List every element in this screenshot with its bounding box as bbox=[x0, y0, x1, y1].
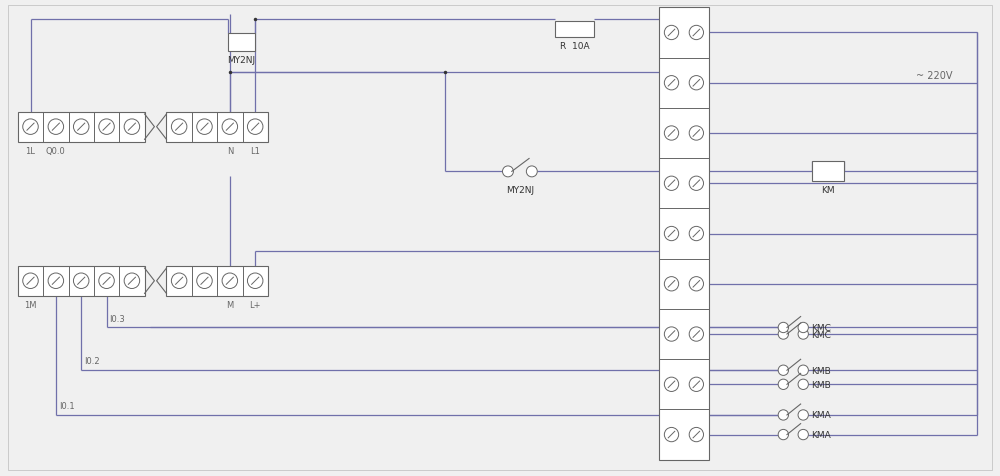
Bar bbox=[555, 22, 594, 38]
Circle shape bbox=[664, 26, 679, 40]
Text: KMB: KMB bbox=[811, 380, 831, 389]
Circle shape bbox=[798, 410, 808, 420]
Bar bbox=[166, 266, 268, 296]
Circle shape bbox=[73, 273, 89, 289]
Bar bbox=[166, 112, 268, 142]
Circle shape bbox=[689, 427, 704, 442]
Circle shape bbox=[171, 273, 187, 289]
Bar bbox=[18, 112, 145, 142]
Circle shape bbox=[664, 377, 679, 392]
Circle shape bbox=[689, 77, 704, 91]
Text: L+: L+ bbox=[249, 300, 261, 309]
Circle shape bbox=[778, 323, 789, 333]
Circle shape bbox=[798, 329, 808, 339]
Circle shape bbox=[664, 277, 679, 291]
Bar bbox=[228, 34, 255, 52]
Circle shape bbox=[778, 379, 789, 390]
Circle shape bbox=[171, 119, 187, 135]
Circle shape bbox=[124, 273, 140, 289]
Circle shape bbox=[197, 273, 212, 289]
Circle shape bbox=[124, 119, 140, 135]
Circle shape bbox=[689, 227, 704, 241]
Text: KMA: KMA bbox=[811, 411, 831, 419]
Circle shape bbox=[526, 167, 537, 178]
Text: L1: L1 bbox=[250, 146, 260, 155]
Circle shape bbox=[778, 410, 789, 420]
Circle shape bbox=[664, 227, 679, 241]
Circle shape bbox=[247, 273, 263, 289]
Circle shape bbox=[664, 177, 679, 191]
Circle shape bbox=[664, 127, 679, 141]
Circle shape bbox=[689, 177, 704, 191]
Circle shape bbox=[247, 119, 263, 135]
Circle shape bbox=[778, 365, 789, 376]
Bar bbox=[812, 162, 844, 182]
Circle shape bbox=[99, 119, 114, 135]
Circle shape bbox=[778, 429, 789, 440]
Text: Q0.0: Q0.0 bbox=[46, 146, 66, 155]
Circle shape bbox=[689, 127, 704, 141]
Circle shape bbox=[502, 167, 513, 178]
Text: I0.1: I0.1 bbox=[59, 401, 74, 410]
Text: M: M bbox=[226, 300, 233, 309]
Text: ~ 220V: ~ 220V bbox=[916, 70, 952, 80]
Text: KMC: KMC bbox=[811, 323, 831, 332]
Circle shape bbox=[73, 119, 89, 135]
Circle shape bbox=[197, 119, 212, 135]
Text: KMB: KMB bbox=[811, 366, 831, 375]
Circle shape bbox=[798, 379, 808, 390]
Circle shape bbox=[664, 327, 679, 341]
Circle shape bbox=[798, 365, 808, 376]
Circle shape bbox=[689, 327, 704, 341]
Bar bbox=[18, 266, 145, 296]
Circle shape bbox=[689, 26, 704, 40]
Circle shape bbox=[48, 119, 64, 135]
Text: MY2NJ: MY2NJ bbox=[506, 186, 534, 195]
Circle shape bbox=[664, 427, 679, 442]
Text: R  10A: R 10A bbox=[560, 41, 589, 50]
Text: KM: KM bbox=[821, 186, 835, 194]
Text: 1M: 1M bbox=[24, 300, 37, 309]
Circle shape bbox=[48, 273, 64, 289]
Text: KMC: KMC bbox=[811, 330, 831, 339]
Text: MY2NJ: MY2NJ bbox=[227, 56, 256, 64]
Circle shape bbox=[222, 273, 238, 289]
Circle shape bbox=[778, 329, 789, 339]
Text: I0.3: I0.3 bbox=[110, 314, 125, 323]
Circle shape bbox=[798, 323, 808, 333]
Text: N: N bbox=[227, 146, 233, 155]
Circle shape bbox=[664, 77, 679, 91]
Bar bbox=[659, 9, 709, 460]
Text: I0.2: I0.2 bbox=[84, 357, 100, 366]
Circle shape bbox=[99, 273, 114, 289]
Circle shape bbox=[689, 377, 704, 392]
Circle shape bbox=[23, 119, 38, 135]
Text: 1L: 1L bbox=[26, 146, 35, 155]
Circle shape bbox=[222, 119, 238, 135]
Text: KMA: KMA bbox=[811, 430, 831, 439]
Circle shape bbox=[798, 429, 808, 440]
Circle shape bbox=[23, 273, 38, 289]
Circle shape bbox=[689, 277, 704, 291]
